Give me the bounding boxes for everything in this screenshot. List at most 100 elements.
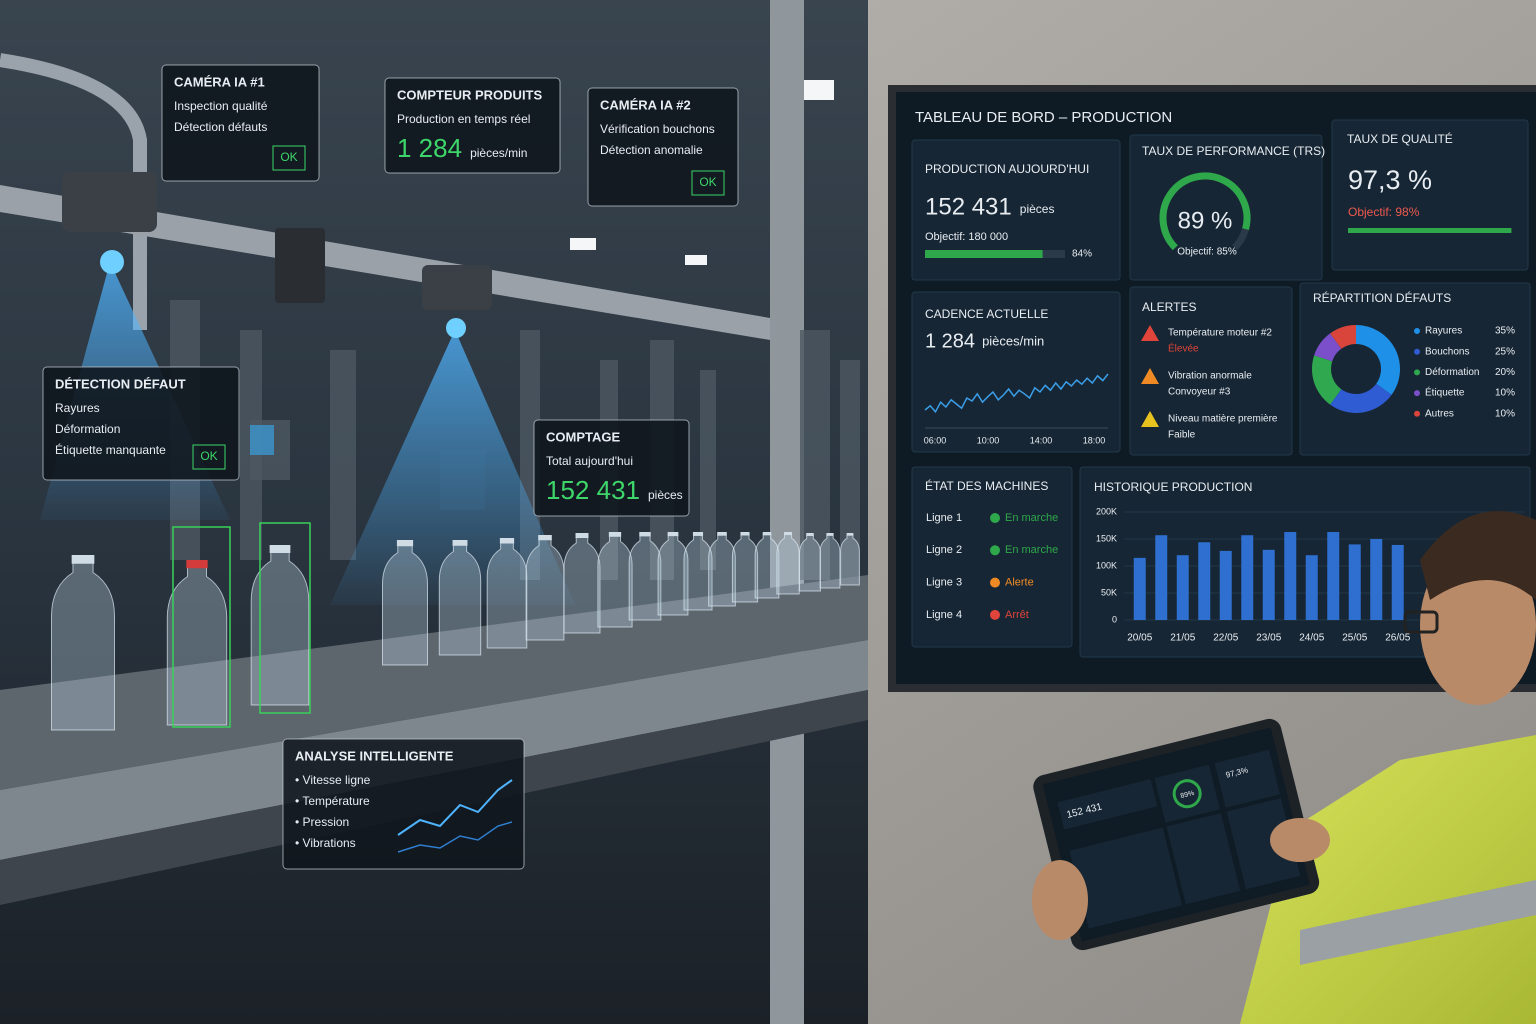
camera [422, 265, 492, 310]
overlays: CAMÉRA IA #1 Inspection qualité Détection … [42, 64, 739, 870]
cadence-unit: pièces/min [982, 333, 1044, 348]
alert-text: Niveau matière première [1168, 414, 1278, 425]
cadence-value: 1 284 [925, 330, 975, 352]
ceiling-light [804, 80, 834, 100]
alert-text: Vibration anormale [1168, 371, 1252, 382]
overlay-subtitle: Production en temps réel [397, 112, 530, 126]
alert-icon [1141, 411, 1159, 427]
bar [1198, 542, 1211, 620]
donut-slice [1312, 355, 1342, 405]
alert-text: Convoyeur #3 [1168, 387, 1231, 398]
machine-frame [840, 360, 860, 580]
reflective-stripe [1300, 880, 1536, 965]
overlay-card [533, 419, 690, 517]
production-target: Objectif: 180 000 [925, 231, 1008, 243]
status-dot [990, 577, 1000, 588]
bottle [731, 534, 759, 603]
progress-bar [925, 250, 1043, 258]
tile-title: TAUX DE PERFORMANCE (TRS) [1142, 144, 1325, 158]
sensor [275, 228, 325, 303]
x-tick-label: 21/05 [1170, 633, 1195, 644]
quality-bar [1348, 228, 1512, 233]
x-tick-label: 22/05 [1213, 633, 1238, 644]
bottle-cap [740, 532, 750, 536]
legend-dot [1414, 348, 1420, 355]
status-dot [990, 609, 1000, 620]
bar [1305, 555, 1318, 620]
overlay-title: CAMÉRA IA #2 [600, 97, 691, 112]
x-tick-label: 06:00 [924, 435, 947, 445]
overlay-card [384, 77, 561, 174]
overlay-title: CAMÉRA IA #1 [174, 74, 265, 89]
legend-dot [1414, 369, 1420, 376]
bottle-cap [269, 545, 291, 553]
tile-title: HISTORIQUE PRODUCTION [1094, 480, 1252, 494]
bar [1391, 544, 1404, 620]
gauge-label: 89 % [1178, 207, 1233, 234]
machine-name: Ligne 1 [926, 512, 962, 524]
status-badge [192, 444, 226, 470]
dashboard-title: TABLEAU DE BORD – PRODUCTION [915, 109, 1172, 126]
bar [1327, 531, 1340, 620]
legend-label: Autres [1425, 408, 1454, 419]
tile-title: PRODUCTION AUJOURD'HUI [925, 162, 1089, 176]
bar [1241, 535, 1254, 620]
progress-label: 84% [1072, 249, 1092, 260]
hand [1270, 818, 1330, 862]
bottle-cap [846, 533, 854, 536]
tablet-tile [1166, 813, 1241, 905]
pillar [770, 0, 804, 1024]
bottle [657, 534, 689, 616]
legend-value: 10% [1495, 408, 1515, 419]
cadence-line [924, 373, 1109, 414]
tile-title: CADENCE ACTUELLE [925, 307, 1048, 321]
status-text: OK [200, 449, 217, 463]
bottle [486, 541, 528, 649]
legend-value: 25% [1495, 346, 1515, 357]
bottle [776, 533, 800, 595]
alert-text: Faible [1168, 430, 1196, 441]
dashboard-tile [911, 291, 1121, 453]
tablet-tile [1154, 764, 1220, 823]
gauge-value [1159, 172, 1251, 251]
bottle-cap [806, 533, 814, 536]
x-tick-label: 26/05 [1385, 633, 1410, 644]
machine-status: Alerte [1005, 577, 1034, 589]
analysis-sparkline [397, 779, 513, 836]
light-cone [330, 330, 575, 605]
legend-dot [1414, 390, 1420, 397]
legend-label: Déformation [1425, 367, 1479, 378]
overlay-title: ANALYSE INTELLIGENTE [295, 748, 454, 763]
overlay-line: • Pression [295, 815, 349, 829]
y-tick-label: 100K [1096, 560, 1117, 570]
camera-lens [100, 250, 124, 274]
bottle [708, 534, 736, 607]
bottle-cap [71, 555, 95, 564]
hand [1032, 860, 1088, 940]
bottle [819, 534, 841, 589]
overlay-line: • Vitesse ligne [295, 773, 371, 787]
bar [1284, 531, 1297, 620]
ceiling-light [685, 255, 707, 265]
x-tick-label: 18:00 [1083, 435, 1106, 445]
overlay-line: Vérification bouchons [600, 122, 715, 136]
alert-icon [1141, 368, 1159, 384]
bar [1262, 549, 1275, 620]
bottle-cap [186, 560, 208, 569]
legend-dot [1414, 410, 1420, 417]
bottle [840, 534, 860, 586]
overlay-title: COMPTEUR PRODUITS [397, 87, 543, 102]
overlay-line: Détection défauts [174, 120, 267, 134]
bottle-cap [667, 532, 679, 537]
status-text: OK [699, 175, 716, 189]
legend-label: Étiquette [1425, 386, 1465, 399]
bottle [382, 544, 428, 666]
bottle [754, 534, 780, 599]
bottle-cap [538, 535, 552, 541]
y-tick-label: 0 [1112, 614, 1117, 624]
alert-text: Élevée [1168, 342, 1199, 355]
machine-frame [330, 350, 356, 560]
legend-label: Rayures [1425, 326, 1462, 337]
